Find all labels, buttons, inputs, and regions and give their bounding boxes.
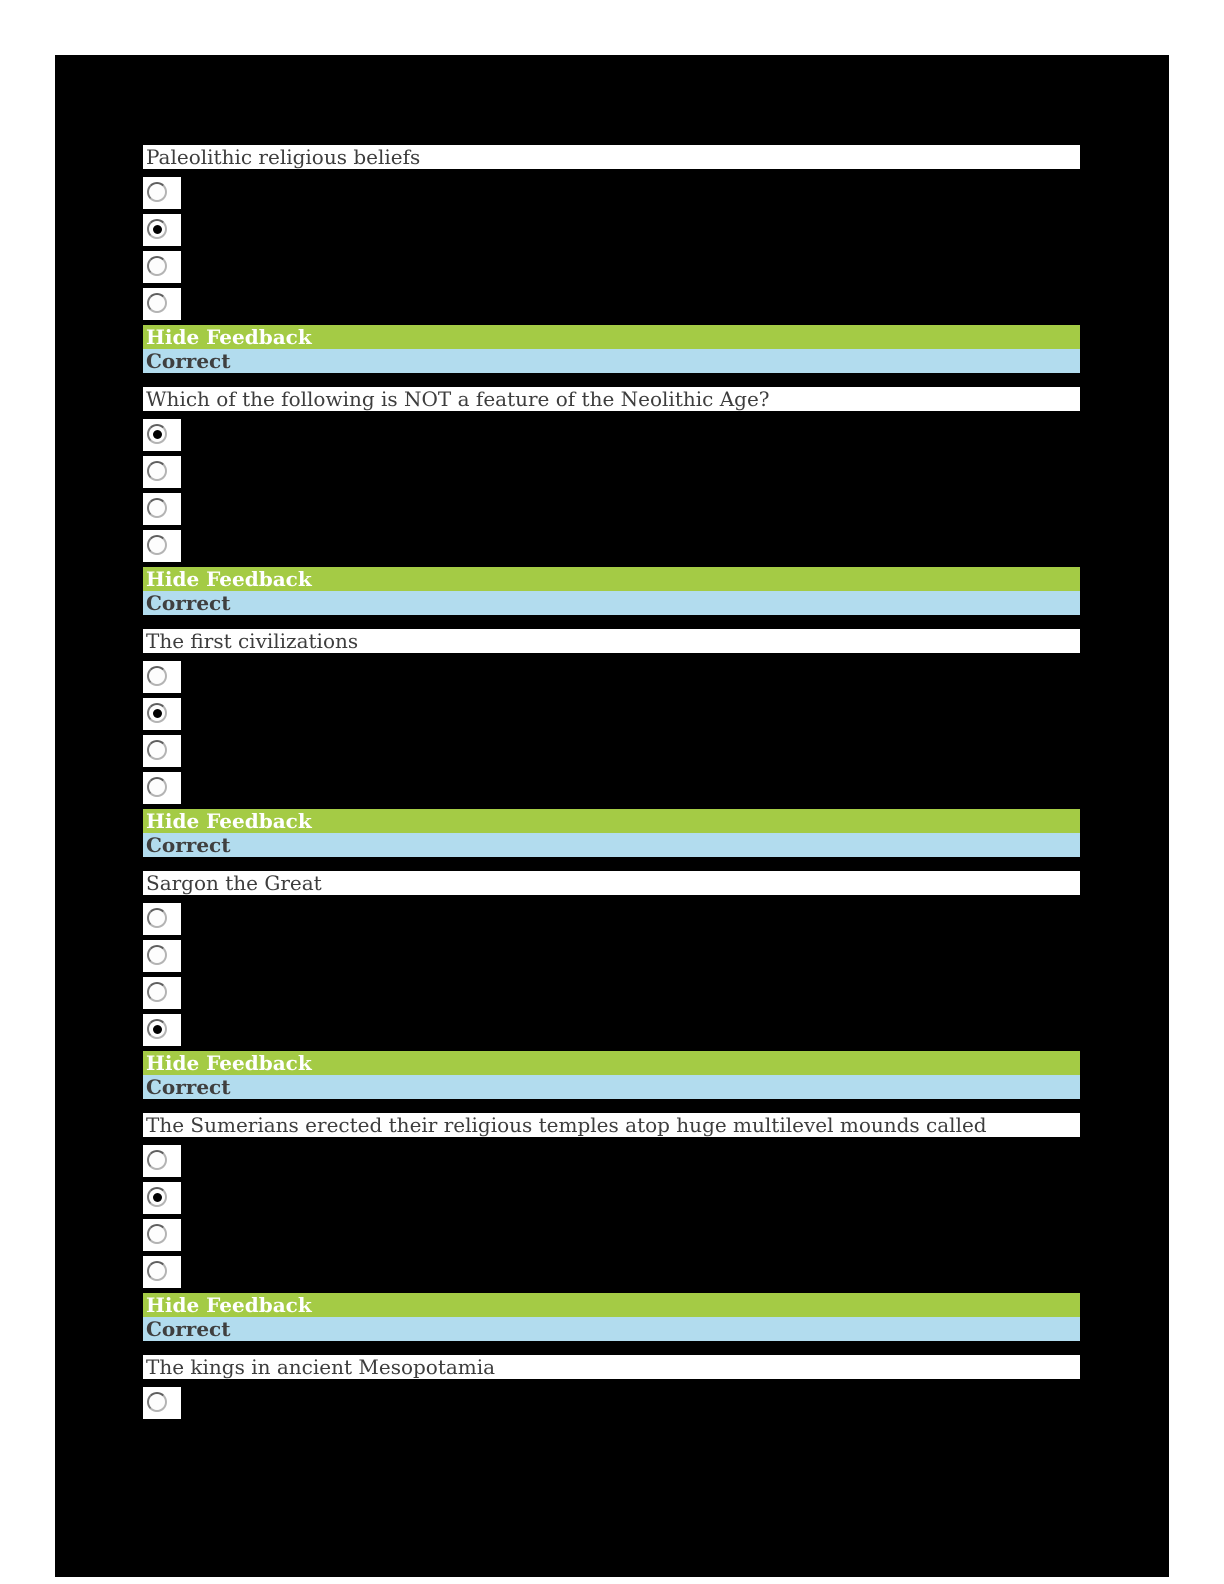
answer-option-row[interactable] (143, 1256, 181, 1288)
answer-options (143, 1387, 1080, 1419)
radio-button-icon[interactable] (147, 982, 167, 1002)
radio-button-icon[interactable] (147, 256, 167, 276)
radio-button-icon[interactable] (147, 424, 167, 444)
answer-option-row[interactable] (143, 903, 181, 935)
radio-button-icon[interactable] (147, 666, 167, 686)
radio-button-icon[interactable] (147, 182, 167, 202)
answer-option-row[interactable] (143, 1145, 181, 1177)
hide-feedback-button[interactable]: Hide Feedback (143, 325, 1080, 349)
answer-options (143, 177, 1080, 320)
question-list: Paleolithic religious beliefs Hide Feedb… (55, 55, 1080, 1419)
answer-option-row[interactable] (143, 419, 181, 451)
quiz-canvas: Paleolithic religious beliefs Hide Feedb… (55, 55, 1169, 1577)
question-title: The kings in ancient Mesopotamia (143, 1355, 1080, 1379)
answer-option-row[interactable] (143, 456, 181, 488)
answer-option-row[interactable] (143, 1014, 181, 1046)
answer-option-row[interactable] (143, 977, 181, 1009)
hide-feedback-button[interactable]: Hide Feedback (143, 1051, 1080, 1075)
answer-option-row[interactable] (143, 1219, 181, 1251)
question-title: The Sumerians erected their religious te… (143, 1113, 1080, 1137)
question-block: Sargon the Great Hide Feedback Correct (143, 871, 1080, 1099)
answer-option-row[interactable] (143, 735, 181, 767)
answer-options (143, 1145, 1080, 1288)
question-block: The kings in ancient Mesopotamia (143, 1355, 1080, 1419)
answer-option-row[interactable] (143, 530, 181, 562)
question-title: Paleolithic religious beliefs (143, 145, 1080, 169)
hide-feedback-button[interactable]: Hide Feedback (143, 567, 1080, 591)
answer-option-row[interactable] (143, 288, 181, 320)
question-block: The first civilizations Hide Feedback Co… (143, 629, 1080, 857)
radio-button-icon[interactable] (147, 1261, 167, 1281)
radio-button-icon[interactable] (147, 535, 167, 555)
answer-option-row[interactable] (143, 1387, 181, 1419)
radio-button-icon[interactable] (147, 908, 167, 928)
correct-status-bar: Correct (143, 1075, 1080, 1099)
radio-button-icon[interactable] (147, 1019, 167, 1039)
correct-status-bar: Correct (143, 349, 1080, 373)
radio-button-icon[interactable] (147, 293, 167, 313)
radio-button-icon[interactable] (147, 1392, 167, 1412)
question-block: The Sumerians erected their religious te… (143, 1113, 1080, 1341)
radio-button-icon[interactable] (147, 219, 167, 239)
answer-option-row[interactable] (143, 493, 181, 525)
hide-feedback-button[interactable]: Hide Feedback (143, 1293, 1080, 1317)
answer-option-row[interactable] (143, 661, 181, 693)
answer-options (143, 903, 1080, 1046)
question-title: The first civilizations (143, 629, 1080, 653)
radio-button-icon[interactable] (147, 945, 167, 965)
question-title: Which of the following is NOT a feature … (143, 387, 1080, 411)
answer-options (143, 661, 1080, 804)
radio-button-icon[interactable] (147, 703, 167, 723)
answer-option-row[interactable] (143, 698, 181, 730)
answer-option-row[interactable] (143, 251, 181, 283)
question-title: Sargon the Great (143, 871, 1080, 895)
question-block: Paleolithic religious beliefs Hide Feedb… (143, 145, 1080, 373)
radio-button-icon[interactable] (147, 1187, 167, 1207)
answer-option-row[interactable] (143, 772, 181, 804)
answer-option-row[interactable] (143, 940, 181, 972)
answer-option-row[interactable] (143, 214, 181, 246)
answer-option-row[interactable] (143, 177, 181, 209)
correct-status-bar: Correct (143, 833, 1080, 857)
radio-button-icon[interactable] (147, 740, 167, 760)
radio-button-icon[interactable] (147, 461, 167, 481)
correct-status-bar: Correct (143, 591, 1080, 615)
radio-button-icon[interactable] (147, 498, 167, 518)
radio-button-icon[interactable] (147, 1224, 167, 1244)
radio-button-icon[interactable] (147, 777, 167, 797)
correct-status-bar: Correct (143, 1317, 1080, 1341)
hide-feedback-button[interactable]: Hide Feedback (143, 809, 1080, 833)
answer-option-row[interactable] (143, 1182, 181, 1214)
answer-options (143, 419, 1080, 562)
question-block: Which of the following is NOT a feature … (143, 387, 1080, 615)
radio-button-icon[interactable] (147, 1150, 167, 1170)
